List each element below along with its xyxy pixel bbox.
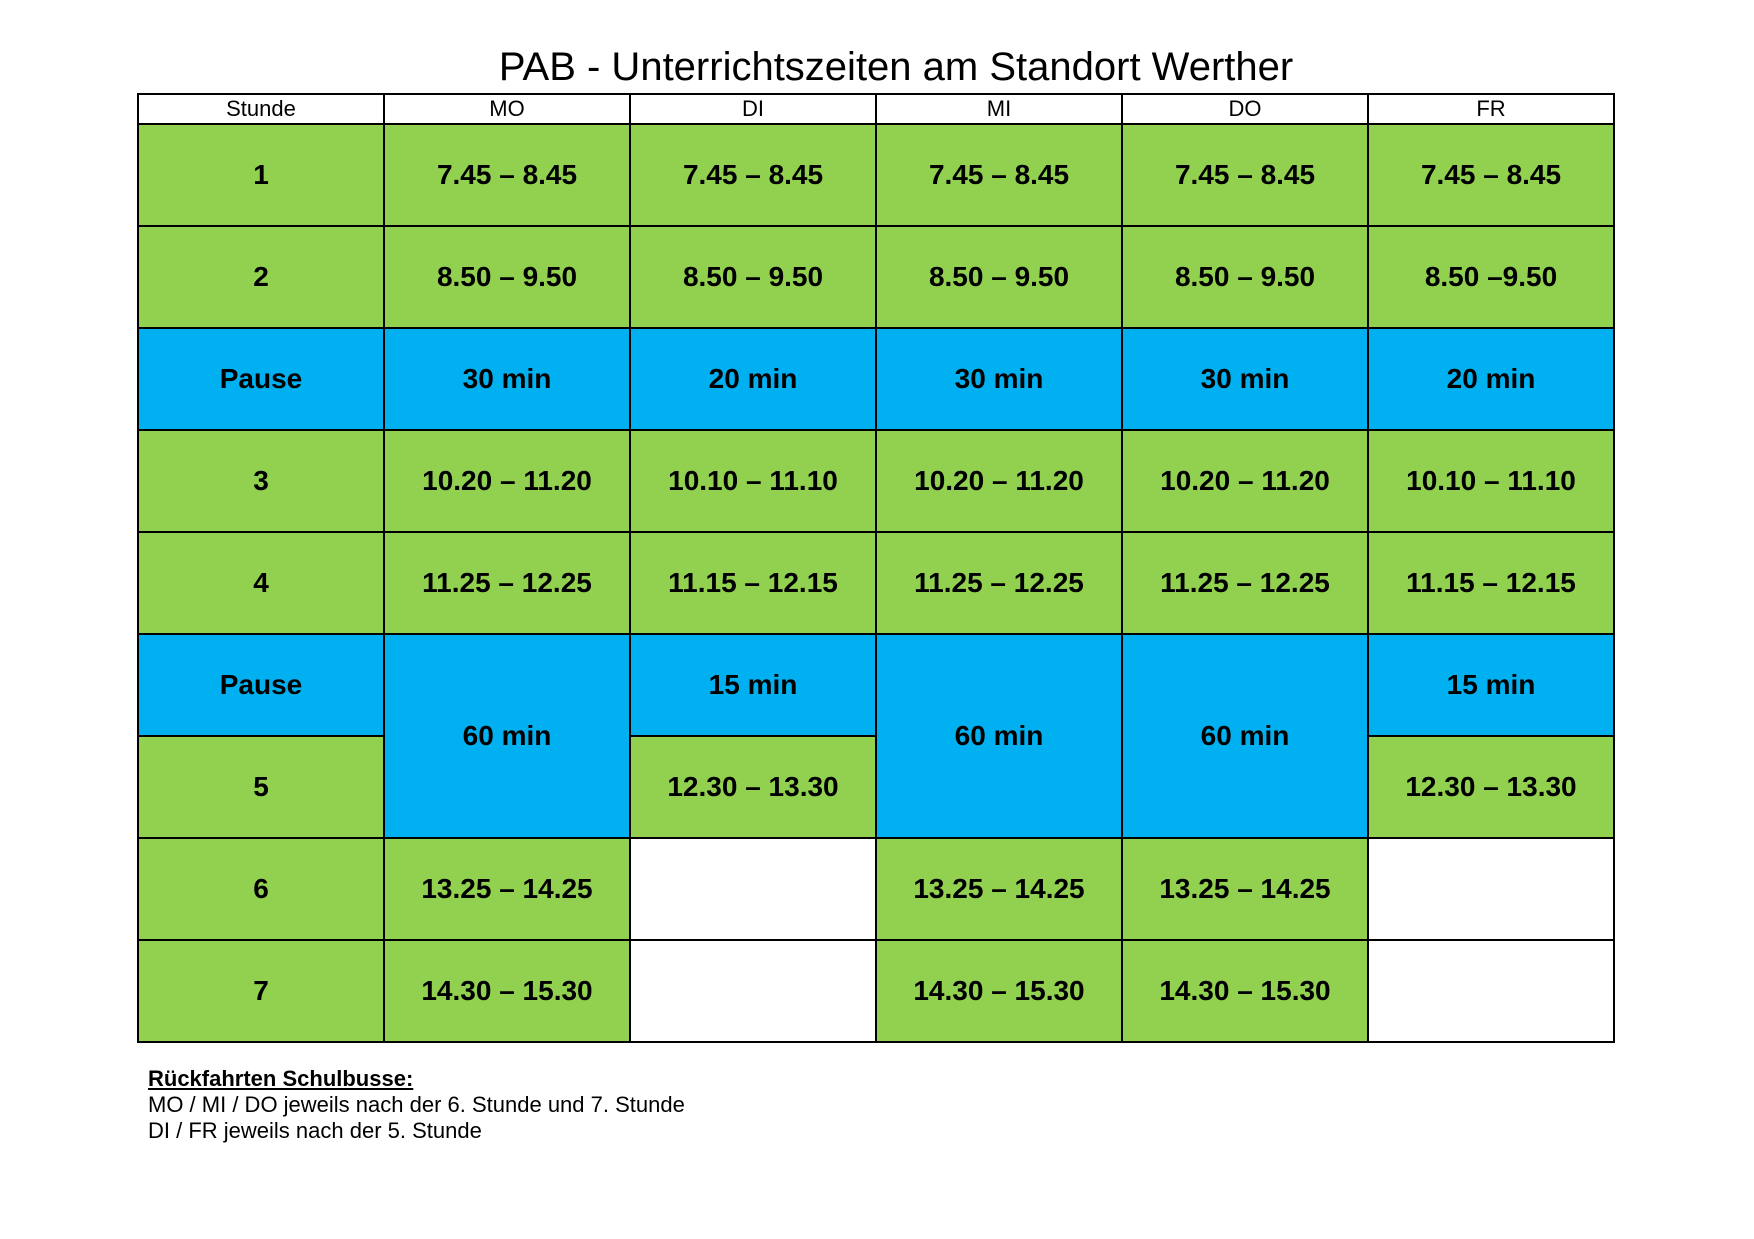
bus-info-line: DI / FR jeweils nach der 5. Stunde [148,1118,482,1143]
bus-info: Rückfahrten Schulbusse: MO / MI / DO jew… [148,1066,685,1144]
period-label: 5 [137,735,385,839]
time-cell: 7.45 – 8.45 [1367,123,1615,227]
bus-info-line: MO / MI / DO jeweils nach der 6. Stunde … [148,1092,685,1117]
time-cell: 10.20 – 11.20 [1121,429,1369,533]
time-cell: 10.10 – 11.10 [1367,429,1615,533]
time-cell: 7.45 – 8.45 [875,123,1123,227]
pause-cell: 60 min [1121,633,1369,839]
header-mo: MO [383,93,631,125]
empty-cell [1367,939,1615,1043]
period-label: 6 [137,837,385,941]
header-do: DO [1121,93,1369,125]
time-cell: 11.15 – 12.15 [1367,531,1615,635]
time-cell: 11.25 – 12.25 [383,531,631,635]
pause-label: Pause [137,327,385,431]
pause-cell: 15 min [1367,633,1615,737]
empty-cell [629,837,877,941]
period-label: 3 [137,429,385,533]
time-cell: 11.15 – 12.15 [629,531,877,635]
time-cell: 7.45 – 8.45 [1121,123,1369,227]
page-title: PAB - Unterrichtszeiten am Standort Wert… [498,45,1294,89]
time-cell: 13.25 – 14.25 [1121,837,1369,941]
pause-cell: 20 min [629,327,877,431]
header-row: Stunde MO DI MI DO FR [137,93,1615,125]
header-di: DI [629,93,877,125]
table-row: 7 14.30 – 15.30 14.30 – 15.30 14.30 – 15… [137,939,1615,1043]
pause-cell: 30 min [383,327,631,431]
pause-label: Pause [137,633,385,737]
table-row: 4 11.25 – 12.25 11.15 – 12.15 11.25 – 12… [137,531,1615,635]
pause-row: Pause 30 min 20 min 30 min 30 min 20 min [137,327,1615,431]
header-mi: MI [875,93,1123,125]
period-label: 2 [137,225,385,329]
period-label: 1 [137,123,385,227]
time-cell: 12.30 – 13.30 [629,735,877,839]
time-cell: 11.25 – 12.25 [1121,531,1369,635]
schedule-table: Stunde MO DI MI DO FR 1 7.45 – 8.45 7.45… [137,93,1615,1043]
period-label: 4 [137,531,385,635]
time-cell: 8.50 – 9.50 [1121,225,1369,329]
time-cell: 13.25 – 14.25 [383,837,631,941]
time-cell: 13.25 – 14.25 [875,837,1123,941]
table-row: 1 7.45 – 8.45 7.45 – 8.45 7.45 – 8.45 7.… [137,123,1615,227]
table-row: 5 12.30 – 13.30 12.30 – 13.30 [137,735,1615,839]
pause-cell: 60 min [875,633,1123,839]
time-cell: 10.20 – 11.20 [875,429,1123,533]
pause-cell: 15 min [629,633,877,737]
time-cell: 8.50 – 9.50 [383,225,631,329]
header-stunde: Stunde [137,93,385,125]
time-cell: 14.30 – 15.30 [875,939,1123,1043]
table-row: 2 8.50 – 9.50 8.50 – 9.50 8.50 – 9.50 8.… [137,225,1615,329]
header-fr: FR [1367,93,1615,125]
table-row: 3 10.20 – 11.20 10.10 – 11.10 10.20 – 11… [137,429,1615,533]
time-cell: 14.30 – 15.30 [383,939,631,1043]
pause-cell: 20 min [1367,327,1615,431]
empty-cell [1367,837,1615,941]
time-cell: 8.50 –9.50 [1367,225,1615,329]
time-cell: 8.50 – 9.50 [875,225,1123,329]
time-cell: 10.10 – 11.10 [629,429,877,533]
time-cell: 10.20 – 11.20 [383,429,631,533]
time-cell: 8.50 – 9.50 [629,225,877,329]
pause-row: Pause 60 min 15 min 60 min 60 min 15 min [137,633,1615,839]
time-cell: 12.30 – 13.30 [1367,735,1615,839]
period-label: 7 [137,939,385,1043]
time-cell: 7.45 – 8.45 [383,123,631,227]
table-row: 6 13.25 – 14.25 13.25 – 14.25 13.25 – 14… [137,837,1615,941]
time-cell: 14.30 – 15.30 [1121,939,1369,1043]
pause-cell: 30 min [1121,327,1369,431]
pause-cell: 30 min [875,327,1123,431]
time-cell: 11.25 – 12.25 [875,531,1123,635]
time-cell: 7.45 – 8.45 [629,123,877,227]
empty-cell [629,939,877,1043]
bus-info-heading: Rückfahrten Schulbusse: [148,1066,414,1091]
pause-cell: 60 min [383,633,631,839]
